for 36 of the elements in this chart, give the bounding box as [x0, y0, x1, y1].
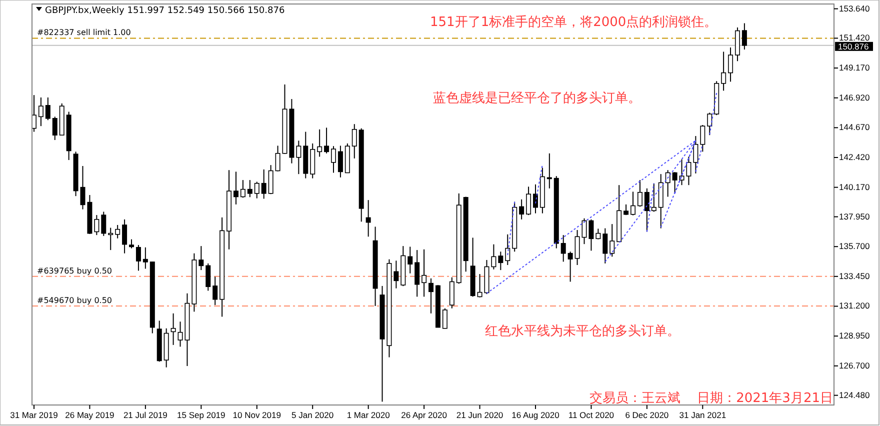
- y-tick-label: 131.200: [839, 300, 870, 311]
- x-tick-label: 31 Jan 2021: [679, 410, 726, 420]
- x-tick-label: 5 Jan 2020: [292, 410, 334, 420]
- x-tick-label: 31 Mar 2019: [10, 410, 58, 420]
- ref-line-label: #639765 buy 0.50: [37, 266, 112, 276]
- x-tick-label: 26 Apr 2020: [401, 410, 448, 420]
- y-tick-label: 153.640: [839, 3, 870, 14]
- ref-line-label: #549670 buy 0.50: [37, 296, 112, 305]
- x-tick-label: 10 Nov 2019: [232, 410, 282, 420]
- y-tick-label: 144.670: [839, 122, 870, 132]
- chart-title: GBPJPY.bx,Weekly 151.997 152.549 150.566 150.876: [45, 6, 285, 16]
- y-tick-label: 135.700: [839, 241, 870, 252]
- y-tick-label: 149.170: [839, 62, 870, 73]
- y-tick-label: 151.420: [839, 32, 870, 43]
- x-tick-label: 16 Aug 2020: [512, 410, 560, 420]
- annotation: 蓝色虚线是已经平仓了的多头订单。: [433, 91, 641, 106]
- x-tick-label: 1 Mar 2020: [346, 410, 390, 420]
- x-tick-label: 15 Sep 2019: [177, 410, 226, 420]
- x-tick-label: 11 Oct 2020: [568, 410, 614, 420]
- x-tick-label: 21 Jul 2019: [123, 410, 168, 420]
- y-tick-label: 137.950: [839, 211, 870, 222]
- y-tick-label: 142.420: [839, 152, 870, 162]
- y-tick-label: 146.920: [839, 92, 870, 102]
- annotation: 151开了1标准手的空单，将2000点的利润锁住。: [430, 15, 718, 30]
- y-tick-label: 126.700: [839, 360, 870, 370]
- annotation: 红色水平线为未平仓的多头订单。: [485, 324, 680, 339]
- x-tick-label: 26 May 2019: [65, 410, 115, 420]
- ref-line-label: #822337 sell limit 1.00: [37, 28, 131, 38]
- annotation: 交易员：王云斌 日期：2021年3月21日: [590, 390, 833, 406]
- x-tick-label: 21 Jun 2020: [456, 410, 504, 420]
- x-tick-label: 6 Dec 2020: [625, 410, 669, 420]
- y-tick-label: 133.450: [839, 270, 870, 281]
- y-tick-label: 140.170: [839, 182, 870, 192]
- y-tick-label: 124.480: [839, 390, 870, 400]
- ref-line-label: 150.876: [838, 41, 869, 52]
- y-tick-label: 128.950: [839, 330, 870, 341]
